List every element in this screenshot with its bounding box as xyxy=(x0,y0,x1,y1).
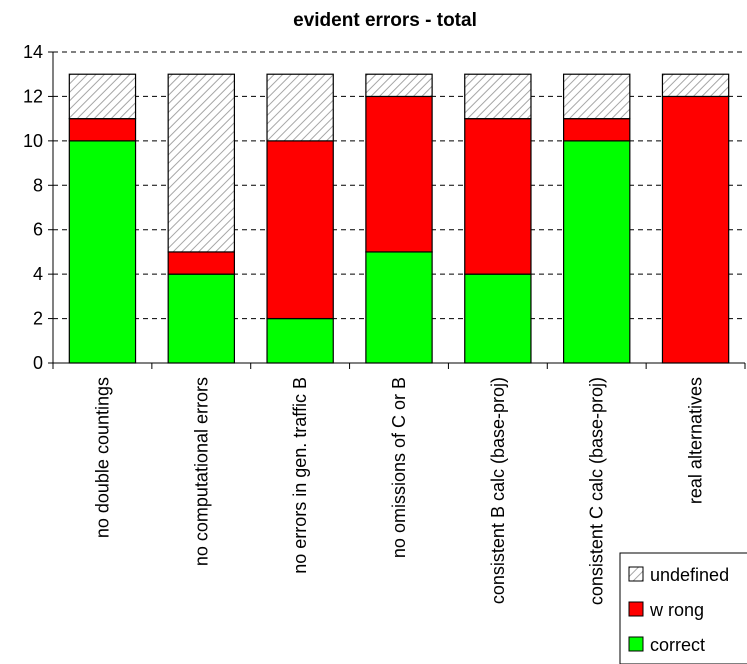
chart-title: evident errors - total xyxy=(293,10,477,31)
bar-segment-w-rong xyxy=(68,118,137,142)
bar-segment-undefined xyxy=(365,73,433,98)
legend-swatch-w-rong xyxy=(628,601,644,617)
legend: undefined w rong correct xyxy=(619,552,747,664)
bar-segment-w-rong xyxy=(464,118,532,275)
bar-segment-correct xyxy=(464,273,532,364)
y-tick-label: 14 xyxy=(23,42,43,62)
category-label: consistent C calc (base-proj) xyxy=(587,377,607,605)
bar-segment-w-rong xyxy=(562,118,631,142)
category-label: consistent B calc (base-proj) xyxy=(488,377,508,604)
bar-segment-undefined xyxy=(167,73,236,253)
y-tick-label: 10 xyxy=(23,131,43,151)
bar-segment-correct xyxy=(167,273,236,364)
bar-segment-correct xyxy=(562,140,631,364)
bar-segment-correct xyxy=(68,140,137,364)
y-tick-label: 12 xyxy=(23,86,43,106)
legend-swatch-undefined xyxy=(628,566,644,582)
category-label: no double countings xyxy=(92,377,112,538)
category-label: no omissions of C or B xyxy=(389,377,409,558)
legend-swatch-correct xyxy=(628,636,644,652)
category-label: real alternatives xyxy=(686,377,706,504)
bar-segment-undefined xyxy=(661,73,730,98)
axis-layer: 0 2 4 6 8 10 12 14 no double countings no computa… xyxy=(23,42,746,605)
category-label: no errors in gen. traffic B xyxy=(290,377,310,574)
category-label: no computational errors xyxy=(191,377,211,566)
bar-segment-undefined xyxy=(464,73,532,120)
y-tick-label: 4 xyxy=(33,264,43,284)
legend-label-undefined: undefined xyxy=(650,565,729,585)
bar-segment-w-rong xyxy=(661,95,730,364)
y-tick-label: 6 xyxy=(33,220,43,240)
bar-segment-correct xyxy=(365,251,433,364)
bars-layer xyxy=(68,73,730,364)
bar-segment-w-rong xyxy=(167,251,236,275)
bar-segment-undefined xyxy=(266,73,334,142)
y-tick-label: 8 xyxy=(33,175,43,195)
bar-segment-undefined xyxy=(562,73,631,120)
y-tick-label: 2 xyxy=(33,309,43,329)
y-tick-label: 0 xyxy=(33,353,43,373)
bar-segment-w-rong xyxy=(266,140,334,320)
legend-label-correct: correct xyxy=(650,635,705,655)
bar-segment-w-rong xyxy=(365,95,433,253)
bar-segment-correct xyxy=(266,317,334,364)
legend-label-w-rong: w rong xyxy=(649,600,704,620)
bar-segment-undefined xyxy=(68,73,137,120)
